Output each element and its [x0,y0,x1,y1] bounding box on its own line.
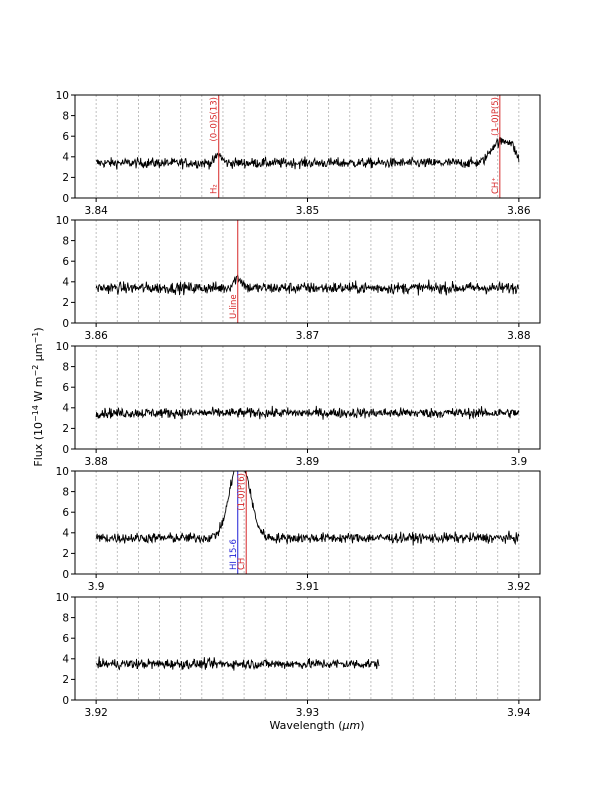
axes-frame [74,94,541,199]
spectrum-panel-3: 0 2 4 6 8 10 3.88 3.89 3.9 [56,341,541,468]
y-tick-label: 10 [56,90,69,102]
y-tick-label: 4 [62,403,69,415]
x-tick-label: 3.88 [84,456,107,468]
x-tick-label: 3.93 [296,707,319,719]
y-tick-label: 10 [56,466,69,478]
axes-frame [74,219,541,324]
y-tick-label: 4 [62,152,69,164]
spectrum-trace [95,656,380,671]
y-tick-label: 8 [62,486,69,498]
y-tick-label: 10 [56,341,69,353]
axes-frame [74,596,541,701]
line-label-top: (1–0)P(5) [491,97,501,136]
y-tick-label: 0 [62,193,69,205]
y-tick-label: 8 [62,361,69,373]
spectrum-panel-5: 0 2 4 6 8 10 3.92 3.93 3.94 [56,592,541,719]
x-tick-label: 3.92 [507,581,530,593]
x-tick-label: 3.9 [511,456,528,468]
x-tick-label: 3.91 [296,581,319,593]
y-tick-label: 8 [62,612,69,624]
x-axis-title: Wavelength (μm) [269,719,364,732]
x-tick-label: 3.86 [84,330,108,342]
y-tick-label: 8 [62,110,69,122]
y-tick-label: 2 [62,423,69,435]
x-tick-label: 3.85 [296,205,319,217]
y-tick-label: 0 [62,318,69,330]
y-tick-label: 4 [62,528,69,540]
line-label-bottom: HI 15-6 [229,539,239,570]
line-label-top: (0–0)S(13) [210,97,220,142]
y-tick-label: 4 [62,277,69,289]
spectrum-panel-2: U-line 0 2 4 6 8 10 3.86 3.87 3.88 [56,215,541,342]
x-tick-label: 3.94 [507,707,531,719]
x-tick-label: 3.88 [507,330,530,342]
y-tick-label: 8 [62,235,69,247]
y-tick-label: 10 [56,215,69,227]
axes-frame [74,345,541,450]
y-tick-label: 4 [62,654,69,666]
y-tick-label: 6 [62,633,69,645]
y-axis-title: Flux (10−14 W m−2 μm−1) [31,327,45,466]
y-tick-label: 6 [62,256,69,268]
x-tick-label: 3.89 [296,456,319,468]
spectrum-panel-1: H₂ (0–0)S(13) CH⁺ (1–0)P(5) 0 2 4 6 8 10 3.84 3.85 3… [56,90,541,217]
spectrum-trace [95,471,520,546]
spectrum-trace [95,274,519,296]
x-tick-label: 3.84 [84,205,108,217]
y-tick-label: 6 [62,382,69,394]
line-label-bottom: U-line [229,294,239,319]
y-tick-label: 0 [62,569,69,581]
y-tick-label: 2 [62,172,69,184]
spectrum-panel-4: HI 15-6CH (1-0)P(6) 0 2 4 6 8 10 3.9 3.91 3.92 [56,466,541,593]
y-tick-label: 0 [62,444,69,456]
spectrum-trace [95,136,520,170]
x-tick-label: 3.87 [296,330,319,342]
y-tick-label: 10 [56,592,69,604]
axes-frame [74,470,541,575]
spectrum-trace [95,405,520,420]
y-tick-label: 6 [62,131,69,143]
line-label-top: (1-0)P(6) [237,473,247,511]
y-tick-label: 0 [62,695,69,707]
y-tick-label: 2 [62,674,69,686]
y-tick-label: 2 [62,297,69,309]
x-tick-label: 3.9 [88,581,105,593]
line-label-bottom: CH [237,558,247,570]
line-label-bottom: CH⁺ [491,177,501,194]
panels-group: H₂ (0–0)S(13) CH⁺ (1–0)P(5) 0 2 4 6 8 10 3.84 3.85 3… [56,90,541,719]
x-tick-label: 3.86 [507,205,531,217]
line-label-bottom: H₂ [210,184,220,194]
y-tick-label: 2 [62,548,69,560]
y-tick-label: 6 [62,507,69,519]
x-tick-label: 3.92 [84,707,107,719]
